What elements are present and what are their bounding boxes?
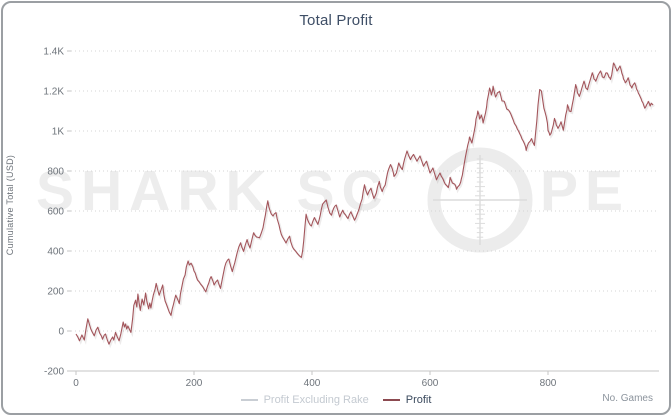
chart-legend: Profit Excluding Rake Profit (3, 394, 669, 406)
profit-line-chart: -200 0 200 400 600 800 1K 1.2K 1.4K 0 200 400 600 800 (43, 47, 659, 389)
chart-title: Total Profit (299, 12, 373, 29)
y-tick-label: 400 (47, 247, 64, 258)
y-tick-label: 0 (58, 327, 64, 338)
y-axis-label: Cumulative Total (USD) (5, 154, 15, 256)
x-tick-label: 600 (422, 378, 439, 389)
y-tick-label: 800 (47, 167, 64, 178)
x-tick-label: 200 (186, 378, 203, 389)
y-tick-label: 1K (52, 127, 65, 138)
y-tick-label: -200 (44, 367, 64, 378)
legend-label-rake: Profit Excluding Rake (263, 394, 369, 406)
x-tick-label: 800 (540, 378, 557, 389)
x-tick-label: 0 (73, 378, 79, 389)
legend-swatch-profit (382, 399, 400, 401)
x-axis-label: No. Games (602, 393, 653, 404)
legend-label-profit: Profit (405, 394, 432, 406)
x-tick-label: 400 (304, 378, 321, 389)
legend-item-profit-excluding-rake: Profit Excluding Rake (240, 394, 369, 406)
legend-item-profit: Profit (382, 394, 432, 406)
y-tick-label: 1.4K (43, 47, 64, 58)
y-tick-label: 200 (47, 287, 64, 298)
y-tick-label: 1.2K (43, 87, 64, 98)
legend-swatch-rake (240, 399, 258, 401)
y-tick-label: 600 (47, 207, 64, 218)
profit-line (75, 62, 654, 345)
